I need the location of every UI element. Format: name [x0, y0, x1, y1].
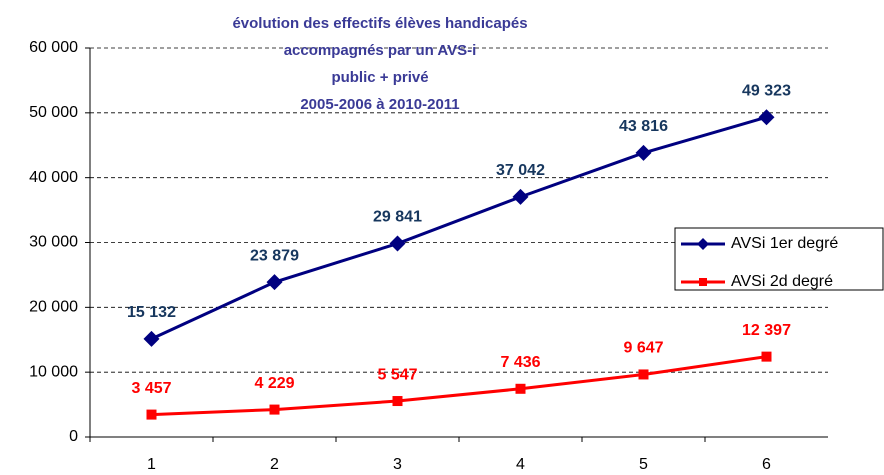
y-tick-label: 0: [69, 428, 78, 445]
marker: [638, 369, 649, 380]
y-tick-label: 10 000: [29, 363, 78, 380]
value-label: 4 229: [254, 375, 294, 392]
series-line: [151, 355, 767, 417]
marker: [266, 274, 283, 291]
value-label: 7 436: [500, 354, 540, 371]
value-label: 9 647: [623, 340, 663, 357]
y-tick-label: 30 000: [29, 234, 78, 251]
marker: [635, 144, 652, 161]
marker: [758, 109, 775, 126]
marker: [143, 330, 160, 347]
value-label: 3 457: [131, 380, 171, 397]
x-tick-label: 2: [270, 456, 279, 473]
legend-label: AVSi 1er degré: [731, 235, 838, 252]
marker: [515, 383, 526, 394]
legend-marker: [699, 278, 707, 286]
marker: [512, 188, 529, 205]
value-label: 15 132: [127, 304, 176, 321]
marker: [392, 396, 403, 407]
marker: [269, 404, 280, 415]
value-label: 43 816: [619, 118, 668, 135]
y-tick-label: 40 000: [29, 169, 78, 186]
marker: [761, 351, 772, 362]
y-tick-label: 60 000: [29, 39, 78, 56]
x-tick-label: 1: [147, 456, 156, 473]
x-tick-label: 4: [516, 456, 525, 473]
chart-title: public + privé: [331, 69, 428, 86]
value-label: 23 879: [250, 247, 299, 264]
value-label: 5 547: [377, 366, 417, 383]
legend-marker: [697, 238, 709, 250]
chart-title: 2005-2006 à 2010-2011: [300, 96, 459, 113]
y-tick-label: 50 000: [29, 104, 78, 121]
value-label: 29 841: [373, 209, 422, 226]
marker: [389, 235, 406, 252]
chart-title: évolution des effectifs élèves handicapé…: [232, 15, 527, 32]
x-tick-label: 6: [762, 456, 771, 473]
x-tick-label: 3: [393, 456, 402, 473]
series-line: [150, 115, 767, 341]
legend-label: AVSi 2d degré: [731, 273, 833, 290]
value-label: 49 323: [742, 82, 791, 99]
x-tick-label: 5: [639, 456, 648, 473]
y-tick-label: 20 000: [29, 299, 78, 316]
value-label: 37 042: [496, 162, 545, 179]
marker: [146, 409, 157, 420]
legend-box: [674, 227, 884, 291]
value-label: 12 397: [742, 322, 791, 339]
chart-title: accompagnés par un AVS-i: [284, 42, 477, 59]
